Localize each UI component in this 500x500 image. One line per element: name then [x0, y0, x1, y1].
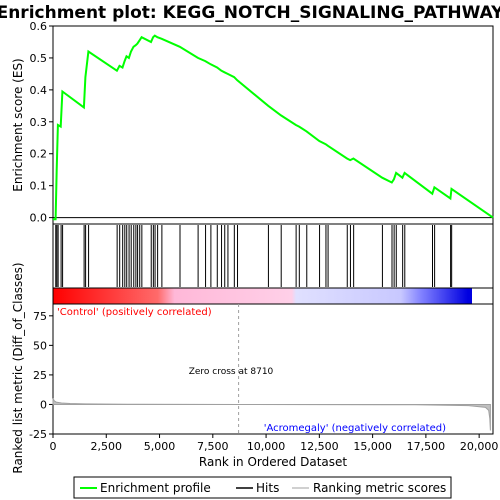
x-tick-label: 2,500	[91, 440, 123, 453]
x-tick-label: 7,500	[197, 440, 229, 453]
zero-cross-label: Zero cross at 8710	[189, 367, 274, 377]
enrichment-profile-line	[53, 34, 494, 221]
legend-frame	[73, 476, 452, 499]
x-tick-label: 10,000	[247, 440, 286, 453]
es-y-axis-label: Enrichment score (ES)	[11, 58, 25, 191]
hits-panel-frame	[52, 223, 494, 289]
hits-marks	[55, 225, 453, 287]
es-y-tick-label: 0.5	[30, 52, 48, 65]
x-tick-label: 15,000	[353, 440, 392, 453]
es-y-tick-label: 0.4	[30, 84, 48, 97]
x-tick-label: 5,000	[144, 440, 176, 453]
x-tick-label: 17,500	[407, 440, 446, 453]
legend-enrichment-label: Enrichment profile	[100, 481, 211, 495]
metric-y-tick-label: 50	[33, 339, 47, 352]
metric-y-axis-label: Ranked list metric (Diff_of_Classes)	[11, 262, 25, 473]
metric-y-ticks: -25 0 25 50 75	[29, 310, 53, 441]
x-tick-label: 12,500	[300, 440, 339, 453]
chart-title: Enrichment plot: KEGG_NOTCH_SIGNALING_PA…	[0, 3, 500, 23]
rank-colorbar	[53, 288, 472, 304]
metric-y-tick-label: 25	[33, 369, 47, 382]
x-axis-label: Rank in Ordered Dataset	[199, 455, 347, 469]
metric-y-tick-label: 75	[33, 310, 47, 323]
es-y-tick-label: 0.3	[30, 116, 48, 129]
negative-correlation-label: 'Acromegaly' (negatively correlated)	[264, 423, 446, 434]
es-y-tick-label: 0.1	[30, 180, 48, 193]
es-y-tick-label: 0.2	[30, 148, 48, 161]
x-axis-ticks: 0 2,500 5,000 7,500 10,000 12,500 15,000 17,500…	[50, 434, 499, 453]
es-y-tick-label: 0.6	[30, 20, 48, 33]
positive-correlation-label: 'Control' (positively correlated)	[57, 307, 212, 318]
legend-hits-label: Hits	[256, 481, 279, 495]
es-y-ticks: 0.0 0.1 0.2 0.3 0.4 0.5 0.6	[30, 20, 53, 225]
metric-y-tick-label: 0	[40, 398, 47, 411]
ranking-metric-area	[52, 398, 491, 431]
metric-panel-frame	[52, 303, 494, 435]
es-y-tick-label: 0.0	[30, 212, 48, 225]
x-tick-label: 20,000	[460, 440, 499, 453]
es-panel-frame	[52, 25, 494, 225]
metric-y-tick-label: -25	[29, 428, 47, 441]
legend-metric-label: Ranking metric scores	[313, 481, 446, 495]
x-tick-label: 0	[50, 440, 57, 453]
